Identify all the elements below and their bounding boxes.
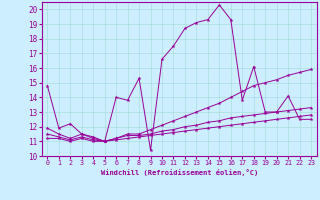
X-axis label: Windchill (Refroidissement éolien,°C): Windchill (Refroidissement éolien,°C) bbox=[100, 169, 258, 176]
